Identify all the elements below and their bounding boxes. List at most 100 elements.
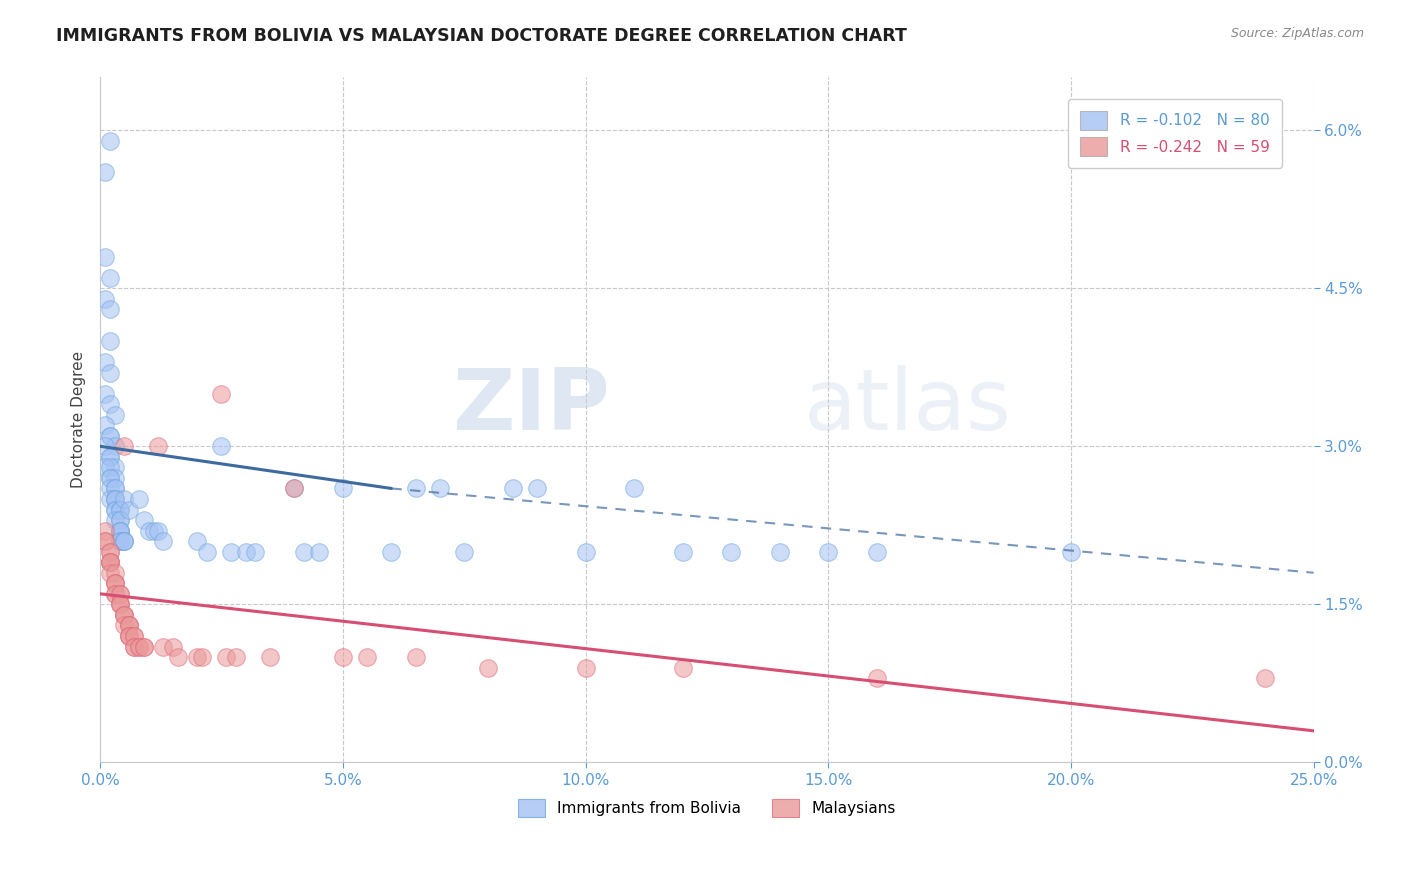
Point	[186, 650, 208, 665]
Text: atlas: atlas	[804, 365, 1012, 448]
Point	[453, 544, 475, 558]
Point	[152, 534, 174, 549]
Legend: Immigrants from Bolivia, Malaysians: Immigrants from Bolivia, Malaysians	[512, 792, 903, 823]
Point	[211, 439, 233, 453]
Point	[769, 544, 792, 558]
Point	[108, 534, 131, 549]
Point	[118, 618, 141, 632]
Text: Source: ZipAtlas.com: Source: ZipAtlas.com	[1230, 27, 1364, 40]
Point	[112, 607, 135, 622]
Point	[283, 482, 305, 496]
Point	[108, 513, 131, 527]
Point	[98, 555, 121, 569]
Point	[98, 134, 121, 148]
Point	[104, 502, 127, 516]
Point	[132, 640, 155, 654]
Point	[112, 491, 135, 506]
Point	[98, 302, 121, 317]
Point	[104, 460, 127, 475]
Point	[138, 524, 160, 538]
Point	[98, 544, 121, 558]
Point	[104, 491, 127, 506]
Point	[112, 534, 135, 549]
Point	[98, 460, 121, 475]
Point	[94, 534, 117, 549]
Point	[148, 524, 170, 538]
Point	[122, 629, 145, 643]
Point	[98, 270, 121, 285]
Point	[308, 544, 330, 558]
Point	[405, 650, 427, 665]
Point	[211, 386, 233, 401]
Point	[108, 534, 131, 549]
Point	[104, 491, 127, 506]
Point	[380, 544, 402, 558]
Point	[186, 534, 208, 549]
Point	[108, 587, 131, 601]
Point	[98, 555, 121, 569]
Point	[104, 491, 127, 506]
Point	[671, 660, 693, 674]
Point	[332, 650, 354, 665]
Point	[94, 524, 117, 538]
Point	[94, 292, 117, 306]
Point	[104, 513, 127, 527]
Point	[574, 544, 596, 558]
Point	[128, 640, 150, 654]
Point	[94, 250, 117, 264]
Point	[292, 544, 315, 558]
Point	[108, 598, 131, 612]
Point	[98, 491, 121, 506]
Point	[122, 629, 145, 643]
Point	[152, 640, 174, 654]
Point	[98, 555, 121, 569]
Point	[623, 482, 645, 496]
Text: ZIP: ZIP	[453, 365, 610, 448]
Point	[332, 482, 354, 496]
Point	[98, 429, 121, 443]
Point	[148, 439, 170, 453]
Point	[166, 650, 188, 665]
Point	[98, 566, 121, 580]
Point	[122, 640, 145, 654]
Point	[405, 482, 427, 496]
Point	[477, 660, 499, 674]
Point	[94, 165, 117, 179]
Point	[429, 482, 451, 496]
Point	[112, 607, 135, 622]
Point	[191, 650, 214, 665]
Point	[104, 587, 127, 601]
Point	[245, 544, 267, 558]
Point	[235, 544, 257, 558]
Point	[195, 544, 218, 558]
Text: IMMIGRANTS FROM BOLIVIA VS MALAYSIAN DOCTORATE DEGREE CORRELATION CHART: IMMIGRANTS FROM BOLIVIA VS MALAYSIAN DOC…	[56, 27, 907, 45]
Point	[104, 471, 127, 485]
Point	[108, 587, 131, 601]
Point	[817, 544, 839, 558]
Point	[866, 544, 889, 558]
Point	[98, 397, 121, 411]
Point	[108, 502, 131, 516]
Point	[104, 502, 127, 516]
Point	[866, 671, 889, 685]
Point	[128, 640, 150, 654]
Point	[526, 482, 548, 496]
Point	[118, 618, 141, 632]
Point	[108, 513, 131, 527]
Point	[122, 640, 145, 654]
Point	[112, 607, 135, 622]
Y-axis label: Doctorate Degree: Doctorate Degree	[72, 351, 86, 489]
Point	[104, 482, 127, 496]
Point	[118, 629, 141, 643]
Point	[104, 439, 127, 453]
Point	[283, 482, 305, 496]
Point	[112, 439, 135, 453]
Point	[1254, 671, 1277, 685]
Point	[98, 366, 121, 380]
Point	[108, 502, 131, 516]
Point	[94, 386, 117, 401]
Point	[98, 555, 121, 569]
Point	[356, 650, 378, 665]
Point	[112, 534, 135, 549]
Point	[94, 418, 117, 433]
